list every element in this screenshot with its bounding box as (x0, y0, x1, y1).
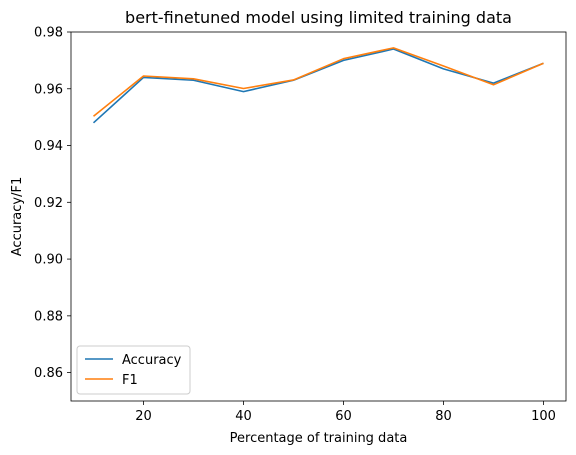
y-tick-label: 0.88 (34, 309, 63, 324)
series-line-f1 (92, 47, 544, 117)
legend-label: Accuracy (122, 353, 182, 368)
y-tick-label: 0.92 (34, 196, 63, 211)
x-tick-label: 60 (335, 409, 352, 424)
y-tick-label: 0.98 (34, 26, 63, 41)
x-axis-ticks: 20 40 60 80 100 (135, 401, 556, 424)
x-tick-label: 40 (235, 409, 252, 424)
y-tick-label: 0.96 (34, 82, 63, 97)
legend-label: F1 (122, 373, 138, 388)
legend: Accuracy F1 (76, 345, 191, 395)
x-tick-label: 80 (435, 409, 452, 424)
x-tick-label: 20 (135, 409, 152, 424)
series-lines (92, 47, 544, 124)
plot-frame (70, 31, 567, 402)
x-axis-label: Percentage of training data (230, 431, 408, 446)
chart-title: bert-finetuned model using limited train… (125, 8, 512, 27)
x-tick-label: 100 (531, 409, 556, 424)
legend-box (76, 345, 191, 395)
y-tick-label: 0.94 (34, 139, 63, 154)
y-tick-label: 0.86 (34, 366, 63, 381)
y-tick-label: 0.90 (34, 253, 63, 268)
y-axis-ticks: 0.86 0.88 0.90 0.92 0.94 0.96 0.98 (34, 26, 71, 381)
y-axis-label: Accuracy/F1 (10, 177, 25, 256)
series-line-accuracy (92, 48, 544, 124)
